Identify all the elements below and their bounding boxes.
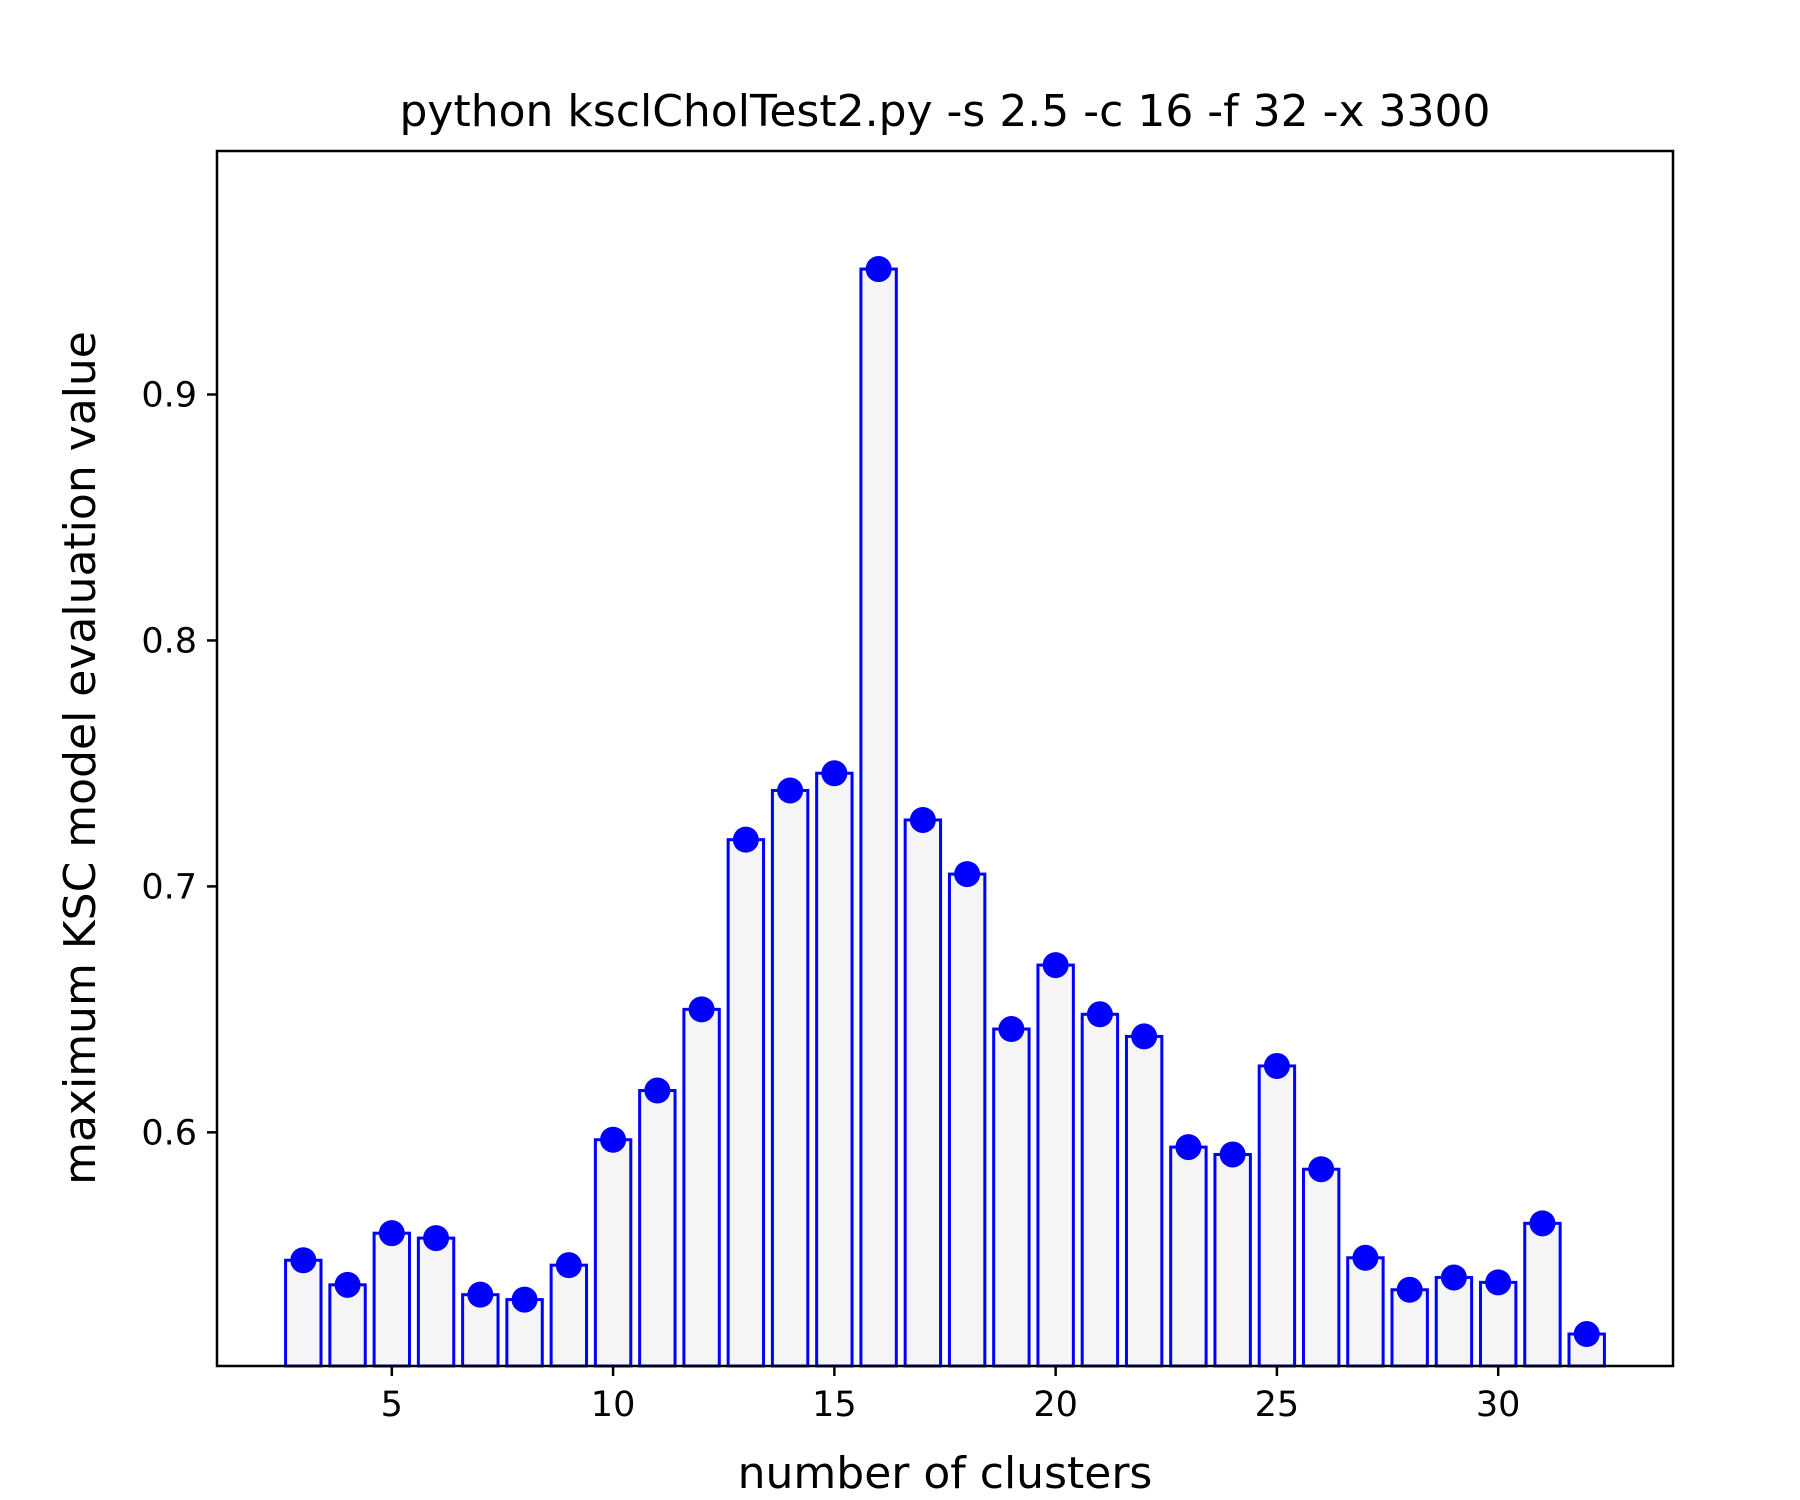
bar — [284, 1258, 323, 1368]
bar — [638, 1089, 677, 1368]
bar — [726, 838, 766, 1368]
data-point — [1485, 1269, 1512, 1296]
points — [290, 256, 1600, 1348]
data-point — [334, 1271, 361, 1298]
data-point — [954, 861, 981, 888]
data-point — [1042, 952, 1069, 979]
data-point — [1396, 1276, 1423, 1303]
x-tick-label: 10 — [591, 1385, 636, 1425]
data-point — [290, 1247, 317, 1274]
bar — [1346, 1256, 1385, 1368]
bar — [1478, 1280, 1518, 1368]
x-tick-label: 30 — [1476, 1385, 1521, 1425]
data-point — [1086, 1001, 1113, 1028]
bar — [593, 1138, 633, 1368]
bar — [549, 1263, 589, 1368]
data-point — [821, 760, 848, 787]
data-point — [1175, 1134, 1202, 1161]
bar — [992, 1027, 1031, 1368]
y-tick-label: 0.8 — [141, 621, 197, 661]
data-point — [1308, 1156, 1335, 1183]
y-axis-label: maximum KSC model evaluation value — [55, 331, 106, 1185]
bar — [859, 267, 898, 1368]
bar — [1080, 1012, 1120, 1368]
bar — [1169, 1145, 1208, 1368]
bar — [1124, 1034, 1164, 1368]
x-tick-label: 25 — [1255, 1385, 1300, 1425]
bar — [815, 771, 854, 1368]
y-axis-ticks: 0.6 0.7 0.8 0.9 — [141, 375, 217, 1153]
data-point — [555, 1252, 582, 1279]
bar — [1301, 1167, 1341, 1368]
bar — [947, 872, 987, 1368]
data-point — [1219, 1141, 1246, 1168]
y-tick-label: 0.6 — [141, 1113, 197, 1153]
chart-title: python ksclCholTest2.py -s 2.5 -c 16 -f … — [399, 86, 1490, 137]
x-tick-label: 15 — [812, 1385, 857, 1425]
data-point — [1440, 1264, 1467, 1291]
data-point — [1352, 1244, 1379, 1271]
data-point — [644, 1077, 671, 1104]
data-point — [600, 1126, 627, 1153]
bar — [1434, 1275, 1474, 1368]
x-axis-label: number of clusters — [738, 1448, 1153, 1499]
y-tick-label: 0.9 — [141, 375, 197, 415]
bar — [1523, 1221, 1562, 1368]
data-point — [511, 1286, 538, 1313]
data-point — [909, 806, 936, 833]
data-point — [467, 1281, 494, 1308]
bar — [903, 818, 943, 1368]
bar — [1036, 963, 1075, 1368]
y-tick-label: 0.7 — [141, 867, 197, 907]
data-point — [688, 996, 715, 1023]
x-axis-ticks: 5 10 15 20 25 30 — [381, 1366, 1521, 1425]
data-point — [1573, 1321, 1600, 1348]
data-point — [998, 1016, 1025, 1043]
bars — [284, 267, 1606, 1368]
bar — [682, 1007, 721, 1368]
bar — [1257, 1064, 1297, 1368]
plot-frame — [215, 149, 1675, 1368]
bar — [770, 788, 810, 1368]
data-point — [1263, 1052, 1290, 1079]
bar — [1213, 1152, 1252, 1368]
data-point — [865, 256, 892, 283]
data-point — [732, 826, 759, 853]
x-tick-label: 20 — [1033, 1385, 1078, 1425]
data-point — [423, 1225, 450, 1252]
data-point — [777, 777, 804, 804]
data-point — [378, 1220, 405, 1247]
data-point — [1529, 1210, 1556, 1237]
x-tick-label: 5 — [381, 1385, 403, 1425]
bar — [372, 1231, 412, 1368]
bar — [416, 1236, 456, 1368]
data-point — [1131, 1023, 1158, 1050]
